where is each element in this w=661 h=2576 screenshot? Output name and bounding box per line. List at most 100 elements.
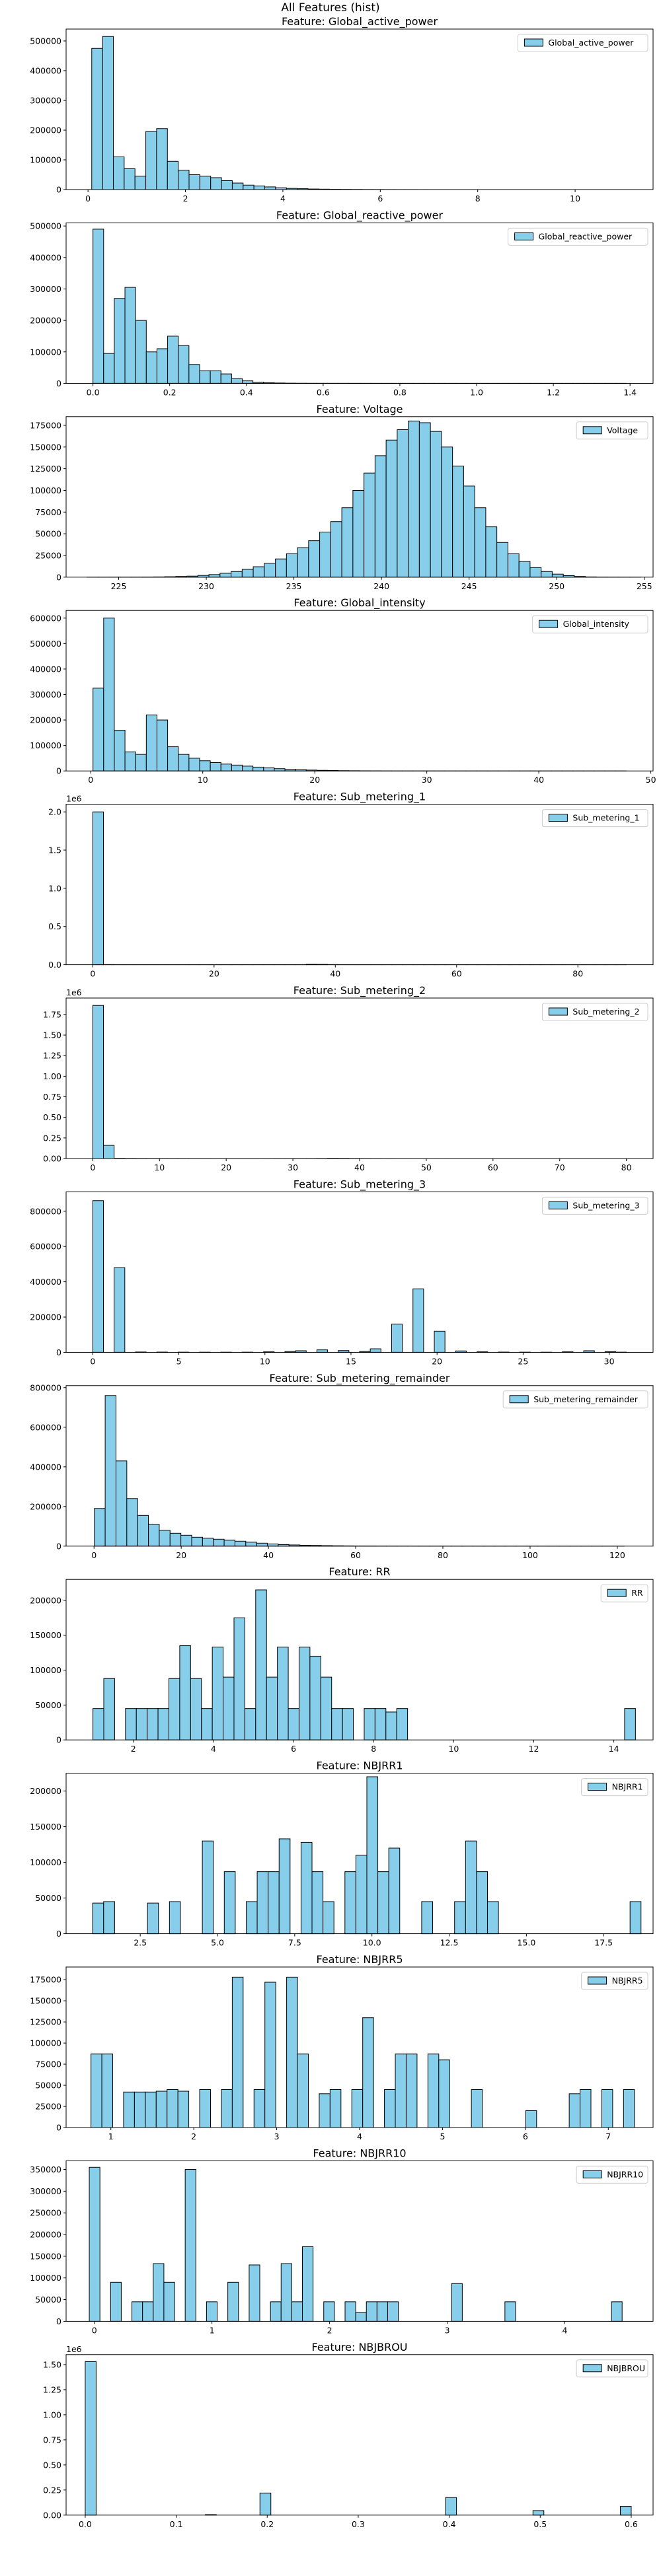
histogram-bar	[112, 157, 125, 190]
legend: Sub_metering_remainder	[502, 1390, 648, 1409]
legend: NBJRR1	[581, 1778, 648, 1797]
x-tick-label: 0	[90, 969, 95, 979]
histogram-bar	[124, 751, 136, 771]
histogram-bar	[302, 2246, 314, 2322]
y-tick-label: 100000	[30, 1857, 61, 1867]
y-tick-label: 0	[56, 1541, 61, 1551]
x-tick-label: 6	[291, 1744, 296, 1754]
y-tick-label: 150000	[30, 1822, 61, 1832]
histogram-bar	[199, 2089, 212, 2128]
legend: Voltage	[576, 421, 648, 440]
histogram-bar	[580, 2089, 592, 2128]
y-tick-label: 0.25	[43, 1133, 61, 1143]
histogram-bar	[213, 1538, 225, 1547]
x-tick-label: 0.4	[240, 387, 253, 397]
histogram-bar	[362, 2017, 374, 2128]
legend-label: NBJBROU	[607, 2363, 645, 2373]
x-tick-label: 0.1	[170, 2519, 183, 2529]
chart-panel: Feature: Sub_metering_remainder 0 20 40 60 80…	[30, 1372, 654, 1560]
legend: RR	[600, 1584, 648, 1602]
x-tick-label: 0.8	[393, 387, 407, 397]
x-tick-label: 0.0	[79, 2519, 92, 2529]
y-tick-label: 400000	[30, 664, 61, 674]
histogram-bar	[221, 2089, 233, 2128]
histogram-bar	[441, 447, 453, 578]
histogram-bar	[323, 1901, 334, 1935]
histogram-bar	[188, 758, 200, 771]
figure-suptitle: All Features (hist)	[281, 1, 379, 15]
histogram-bar	[300, 1842, 313, 1935]
histogram-bar	[147, 1708, 159, 1740]
histogram-bar	[220, 764, 232, 771]
y-tick-label: 125000	[30, 2017, 61, 2027]
histogram-bar	[249, 2264, 260, 2322]
x-tick-label: 0.0	[87, 387, 100, 397]
x-tick-label: 20	[309, 775, 320, 785]
histogram-bar	[253, 186, 266, 190]
legend-label: NBJRR10	[607, 2169, 643, 2179]
y-tick-label: 200000	[30, 1312, 61, 1322]
histogram-bar	[179, 1645, 191, 1740]
histogram-bar	[253, 2089, 266, 2128]
histogram-bar	[242, 766, 254, 771]
histogram-bar	[270, 2301, 282, 2322]
y-tick-label: 350000	[30, 2165, 61, 2174]
x-tick-label: 0.4	[443, 2519, 456, 2529]
histogram-bar	[255, 1589, 267, 1740]
x-tick-label: 12	[529, 1744, 539, 1754]
x-tick-label: 60	[350, 1550, 361, 1560]
y-tick-label: 100000	[30, 2273, 61, 2283]
histogram-bar	[156, 348, 169, 384]
legend-box	[517, 34, 648, 52]
legend: Sub_metering_3	[541, 1196, 648, 1215]
y-tick-label: 0.75	[43, 2435, 61, 2445]
x-tick-label: 0	[90, 1163, 95, 1172]
x-tick-label: 0.2	[163, 387, 176, 397]
x-tick-label: 7.5	[288, 1938, 301, 1948]
y-tick-label: 50000	[35, 1700, 61, 1710]
x-tick-label: 1.4	[623, 387, 637, 397]
histogram-bar	[331, 1708, 343, 1740]
y-tick-label: 0.00	[43, 2510, 61, 2520]
histogram-bar	[243, 184, 254, 190]
axes-frame	[65, 997, 654, 1159]
x-tick-label: 4	[357, 2131, 362, 2141]
histogram-bar	[244, 1708, 256, 1740]
histogram-bar	[330, 521, 342, 578]
y-tick-label: 300000	[30, 2186, 61, 2196]
x-tick-label: 17.5	[594, 1938, 613, 1948]
x-tick-label: 1	[210, 2325, 215, 2335]
histogram-bar	[395, 2054, 407, 2128]
histogram-bar	[110, 2281, 122, 2322]
histogram-bar	[223, 1676, 235, 1740]
histogram-bar	[323, 2301, 335, 2322]
histogram-bar	[180, 1534, 192, 1547]
histogram-bar	[486, 1901, 499, 1935]
y-tick-label: 800000	[30, 1206, 61, 1216]
histogram-bar	[384, 2089, 396, 2128]
histogram-bar	[405, 2054, 418, 2128]
histogram-bar	[231, 378, 243, 384]
histogram-bar	[291, 2301, 303, 2322]
x-tick-label: 2.5	[134, 1938, 147, 1948]
histogram-bar	[278, 1838, 291, 1935]
chart-title: Feature: Voltage	[317, 403, 403, 415]
y-offset-label: 1e6	[66, 987, 82, 997]
histogram-bar	[529, 567, 542, 578]
y-tick-label: 0	[56, 185, 61, 195]
y-tick-label: 400000	[30, 1462, 61, 1472]
histogram-bar	[463, 485, 475, 578]
y-tick-label: 50000	[35, 2081, 61, 2091]
histogram-bar	[245, 1542, 257, 1547]
x-tick-label: 255	[637, 581, 652, 591]
y-tick-label: 300000	[30, 690, 61, 699]
legend-swatch	[548, 1201, 568, 1209]
histogram-bar	[264, 563, 276, 578]
y-tick-label: 0.5	[48, 921, 61, 931]
histogram-bar	[421, 1901, 434, 1935]
histogram-bar	[147, 1902, 159, 1935]
histogram-bar	[125, 1708, 137, 1740]
histogram-bar	[178, 345, 190, 384]
y-tick-label: 100000	[30, 2038, 61, 2048]
x-tick-label: 0.3	[352, 2519, 365, 2529]
